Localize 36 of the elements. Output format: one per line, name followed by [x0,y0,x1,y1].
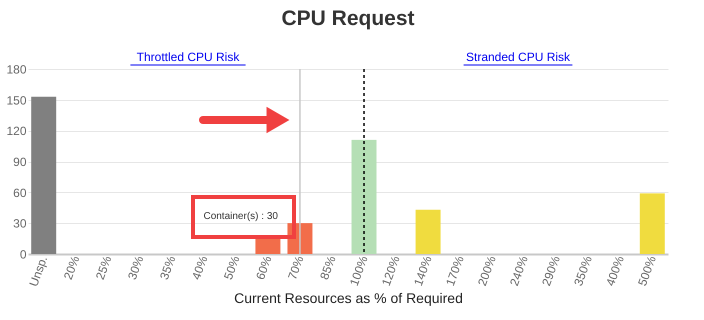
x-tick-label: 70% [285,254,307,282]
annotation: Container(s) : 30 [203,211,278,222]
text: Stranded CPU Risk [466,50,572,64]
x-tick-label: 500% [635,254,659,288]
x-tick-label: 290% [539,254,563,288]
bar [416,210,441,254]
y-tick-label: 90 [13,155,27,169]
x-tick-label: 240% [507,254,531,288]
x-tick-label: 25% [92,254,114,282]
y-tick-label: 180 [6,62,27,76]
bar [640,193,665,254]
text: Throttled CPU Risk [136,50,240,64]
bar [31,96,56,254]
x-tick-label: 350% [571,254,595,288]
y-tick-label: 150 [6,93,27,108]
x-tick-label: 35% [157,254,179,282]
x-tick-label: 20% [60,254,82,282]
x-tick-label: 120% [378,254,403,288]
y-tick-label: 120 [6,124,27,138]
x-tick-label: 50% [221,254,243,282]
x-tick-label: 140% [411,254,435,288]
x-tick-label: 85% [317,254,339,282]
x-tick-label: 100% [346,254,371,288]
x-axis-title: Current Resources as % of Required [234,290,463,306]
y-tick-label: 0 [20,248,27,262]
x-tick-label: 170% [443,254,467,288]
x-tick-label: 30% [124,254,146,282]
x-tick-label: 40% [189,254,211,282]
bar [352,140,377,254]
x-tick-label: 400% [603,254,627,288]
x-tick-label: 200% [475,254,499,288]
x-tick-label: Unsp. [26,254,50,288]
y-tick-label: 60 [13,186,27,200]
x-tick-label: 60% [253,254,275,282]
y-tick-label: 30 [13,216,27,231]
chart-title: CPU Request [281,7,415,30]
